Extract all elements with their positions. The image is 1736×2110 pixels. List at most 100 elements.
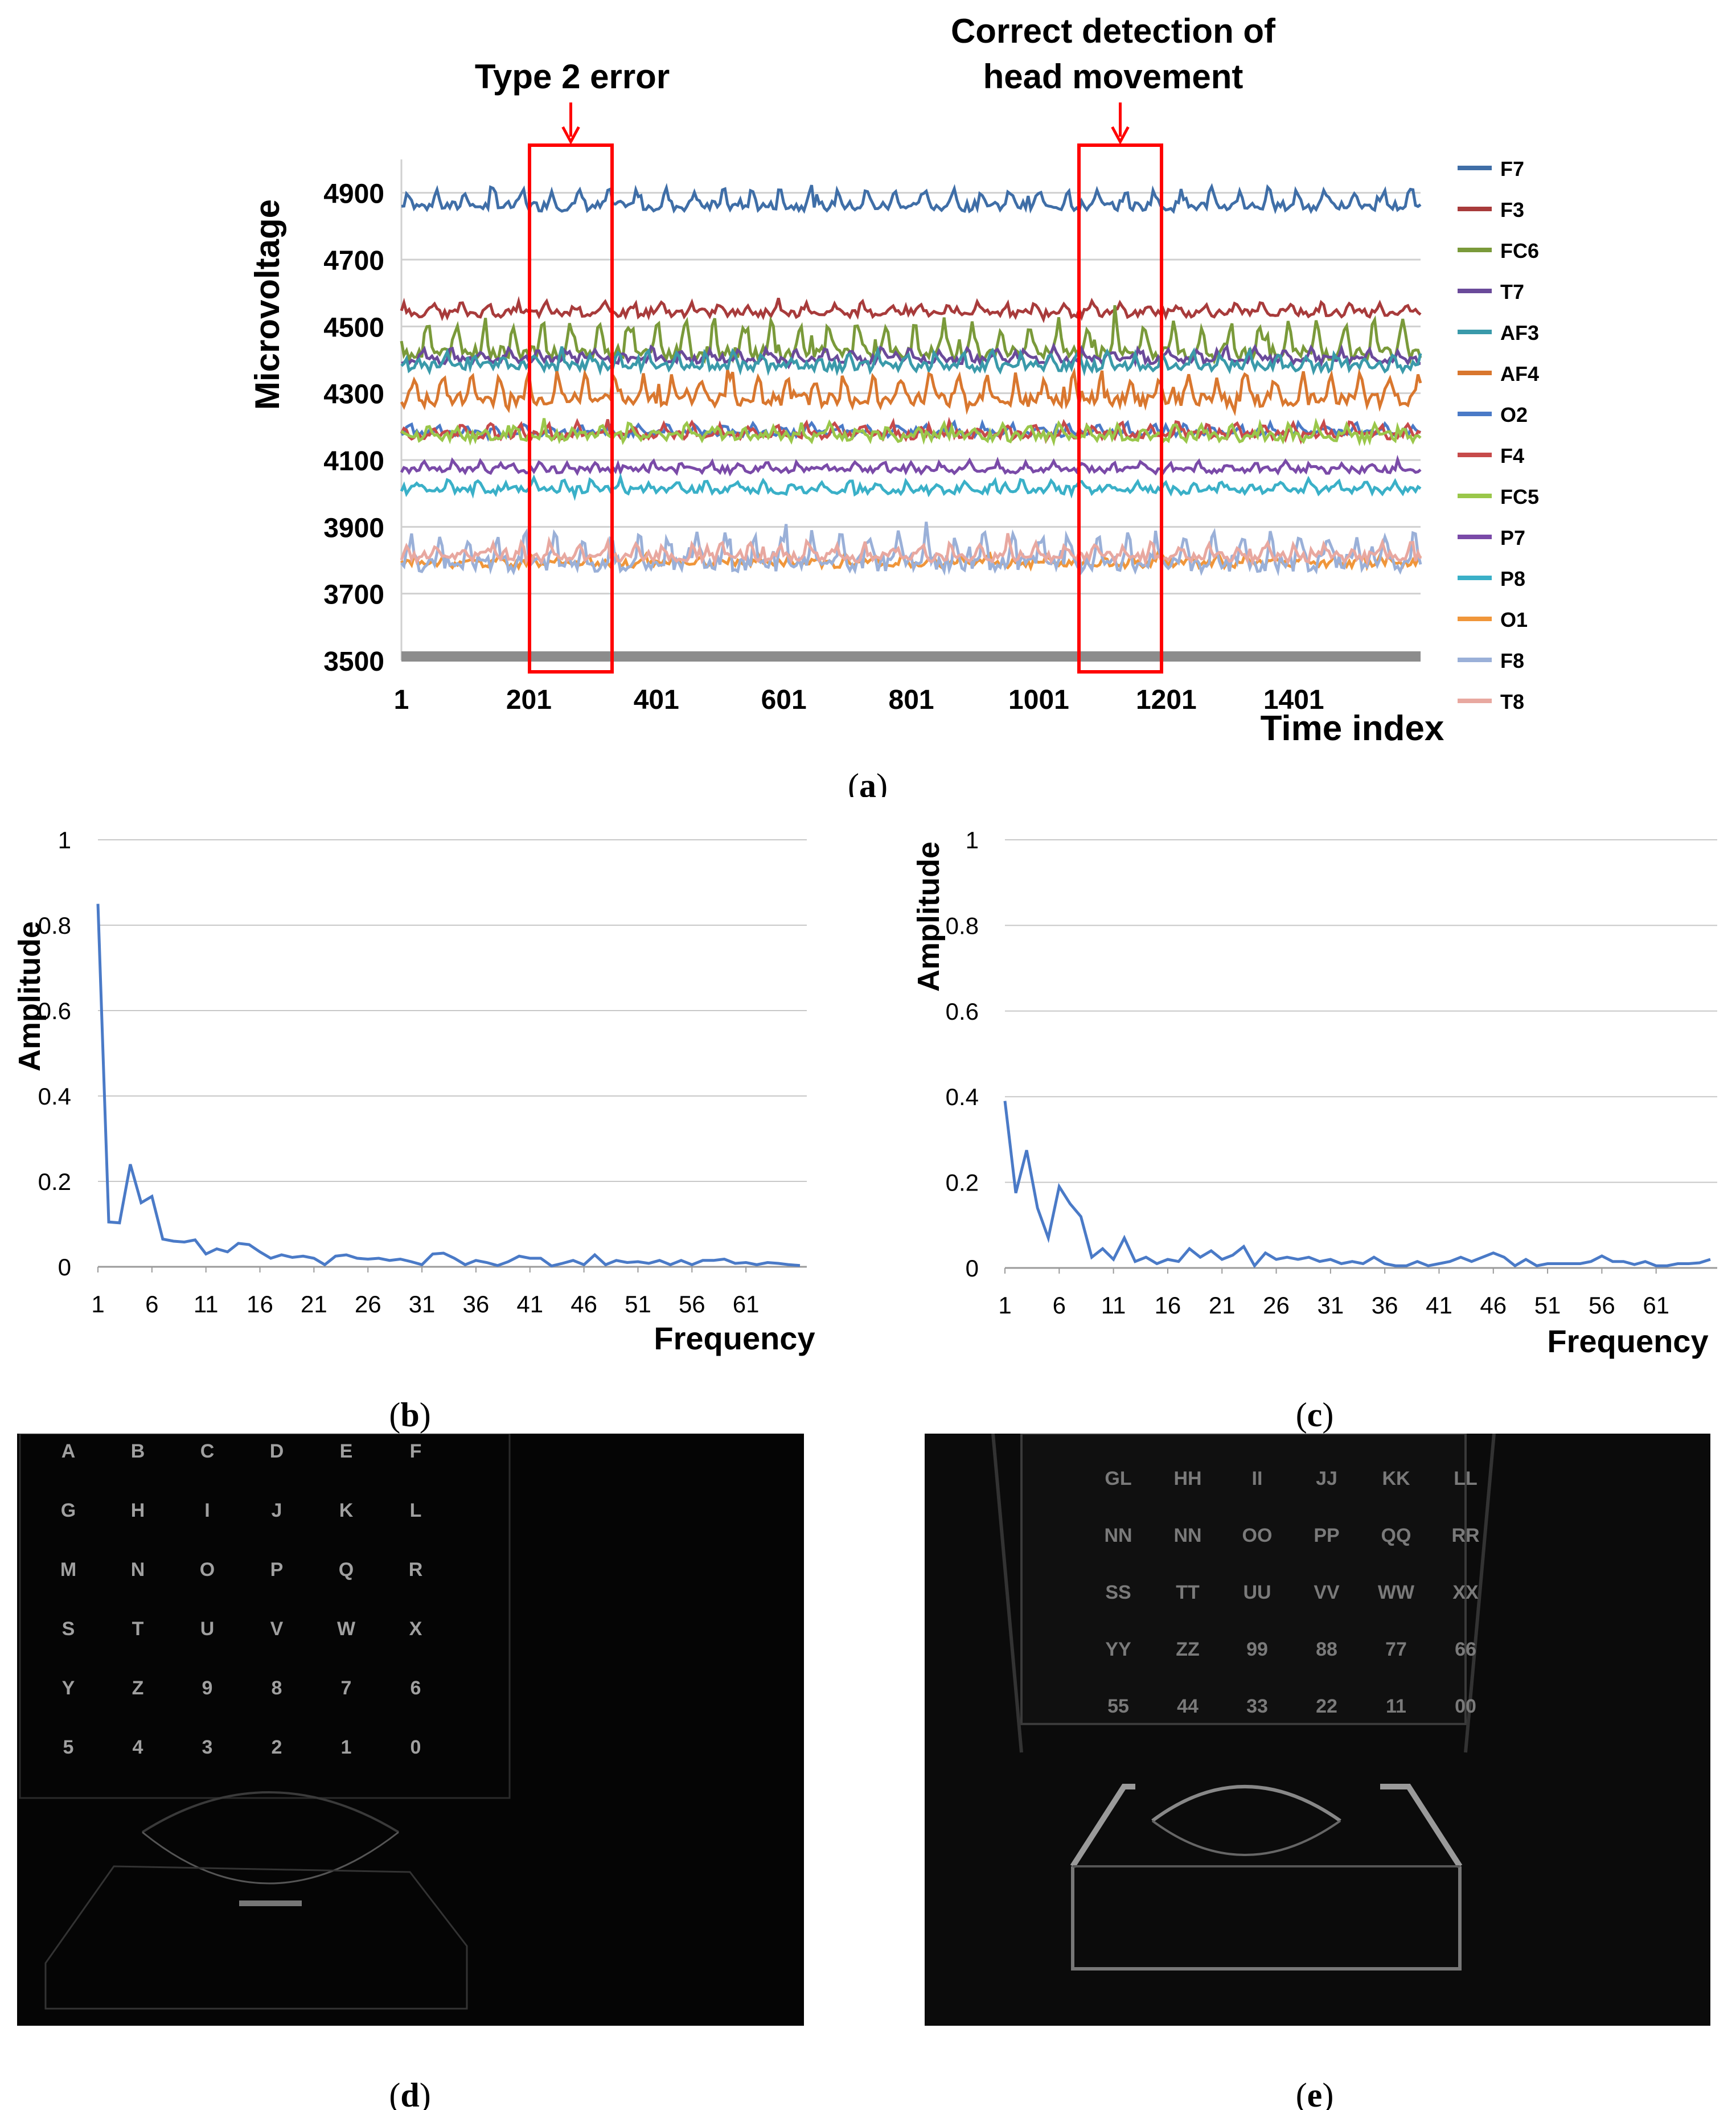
image-e-key: 66 bbox=[1455, 1639, 1476, 1660]
image-d-key: R bbox=[409, 1559, 423, 1581]
image-d-key: T bbox=[132, 1618, 144, 1640]
a-xtick-label: 1001 bbox=[1008, 685, 1069, 715]
b-xtick-label: 1 bbox=[91, 1291, 104, 1317]
c-xtick-label: 61 bbox=[1643, 1292, 1669, 1319]
image-d-key: V bbox=[270, 1618, 284, 1640]
image-d-key: P bbox=[270, 1559, 284, 1581]
legend-label-af4: AF4 bbox=[1500, 362, 1539, 385]
image-d-key: B bbox=[131, 1440, 145, 1462]
image-e-key: NN bbox=[1104, 1525, 1132, 1546]
panel-label-b: (b) bbox=[389, 1396, 430, 1434]
image-d-key: 7 bbox=[341, 1677, 352, 1699]
image-e-key: KK bbox=[1382, 1468, 1410, 1489]
image-e-key: 55 bbox=[1107, 1696, 1129, 1717]
c-xtick-label: 16 bbox=[1155, 1292, 1181, 1319]
image-e-key: GL bbox=[1105, 1468, 1131, 1489]
legend-label-p8: P8 bbox=[1500, 567, 1525, 590]
legend-label-fc6: FC6 bbox=[1500, 239, 1539, 262]
image-e-key: 33 bbox=[1246, 1696, 1268, 1717]
image-d-key: M bbox=[60, 1559, 76, 1581]
legend-label-f3: F3 bbox=[1500, 198, 1524, 221]
a-ytick-label: 4900 bbox=[323, 179, 384, 210]
annotation-box-1 bbox=[528, 143, 614, 674]
b-xtick-label: 41 bbox=[516, 1291, 543, 1317]
c-ytick-label: 0.4 bbox=[946, 1083, 979, 1110]
legend-label-t7: T7 bbox=[1500, 280, 1524, 303]
a-ytick-label: 4300 bbox=[323, 380, 384, 410]
panel-label-a: (a) bbox=[848, 767, 888, 797]
fft-chart-b: 00.20.40.60.81 1 6 11 16 21 26 31 36 41 46 51 56 61 … bbox=[13, 827, 815, 1434]
image-e-key: NN bbox=[1173, 1525, 1201, 1546]
a-ytick-label: 4700 bbox=[323, 246, 384, 276]
image-d-key: J bbox=[272, 1500, 282, 1521]
image-e-key: UU bbox=[1243, 1582, 1271, 1603]
edge-image-d: A B C D E F G H I J K L M N O P Q R S T U V W X Y Z 9 8 7 6 5 4 3 2 1 0 (d) bbox=[17, 1434, 804, 2110]
image-e-key: XX bbox=[1452, 1582, 1479, 1603]
image-e-key: YY bbox=[1105, 1639, 1131, 1660]
c-xtick-label: 11 bbox=[1101, 1292, 1126, 1319]
image-e-key: SS bbox=[1105, 1582, 1131, 1603]
image-e-key: 99 bbox=[1246, 1639, 1268, 1660]
image-d-key: Y bbox=[62, 1677, 75, 1699]
image-e-key: 11 bbox=[1386, 1696, 1406, 1717]
image-d-key: Z bbox=[132, 1677, 144, 1699]
legend-label-af3: AF3 bbox=[1500, 321, 1539, 344]
b-ytick-label: 0.6 bbox=[38, 997, 71, 1024]
image-d-key: C bbox=[200, 1440, 215, 1462]
image-e-key: OO bbox=[1242, 1525, 1273, 1546]
image-d-key: 2 bbox=[272, 1737, 282, 1758]
image-d-key: N bbox=[131, 1559, 145, 1581]
image-d-key: W bbox=[337, 1618, 356, 1640]
image-e-key: 00 bbox=[1455, 1696, 1476, 1717]
c-ylabel: Amplitude bbox=[912, 841, 946, 992]
a-xtick-label: 201 bbox=[506, 685, 552, 715]
c-xtick-label: 21 bbox=[1209, 1292, 1236, 1319]
image-d-key: 4 bbox=[133, 1737, 143, 1758]
c-xtick-label: 51 bbox=[1534, 1292, 1561, 1319]
image-d-key: H bbox=[131, 1500, 145, 1521]
a-xtick-label: 401 bbox=[634, 685, 679, 715]
b-spectrum-line bbox=[96, 904, 801, 1268]
c-xtick-label: 41 bbox=[1426, 1292, 1452, 1319]
image-e-key: ZZ bbox=[1176, 1639, 1200, 1660]
image-e-key: LL bbox=[1454, 1468, 1478, 1489]
b-ytick-label: 0.2 bbox=[38, 1168, 71, 1195]
panel-label-c: (c) bbox=[1296, 1396, 1334, 1434]
image-d-key: G bbox=[61, 1500, 76, 1521]
c-spectrum-line bbox=[1003, 1101, 1711, 1269]
b-xtick-label: 21 bbox=[301, 1291, 327, 1317]
a-ylabel: Microvoltage bbox=[248, 199, 286, 410]
b-ytick-label: 0.4 bbox=[38, 1083, 71, 1110]
c-xtick-label: 36 bbox=[1372, 1292, 1398, 1319]
image-e-key: II bbox=[1252, 1468, 1263, 1489]
a-xtick-label: 1201 bbox=[1136, 685, 1197, 715]
legend-label-f7: F7 bbox=[1500, 157, 1524, 180]
a-ytick-label: 3700 bbox=[323, 580, 384, 610]
c-xtick-label: 1 bbox=[998, 1292, 1011, 1319]
annotation-arrowhead-2 bbox=[1111, 126, 1130, 145]
legend-label-f4: F4 bbox=[1500, 444, 1524, 467]
a-series-p7 bbox=[400, 454, 1422, 477]
a-xtick-label: 1 bbox=[394, 685, 409, 715]
a-xlabel: Time index bbox=[1261, 709, 1444, 748]
image-d-key: Q bbox=[339, 1559, 354, 1581]
image-e-key: VV bbox=[1314, 1582, 1340, 1603]
a-ytick-label: 3500 bbox=[323, 647, 384, 677]
c-ytick-label: 0.6 bbox=[946, 998, 979, 1025]
image-d-key: 6 bbox=[411, 1677, 421, 1699]
image-d-key: 8 bbox=[272, 1677, 282, 1699]
legend-label-p7: P7 bbox=[1500, 526, 1525, 549]
a-ytick-label: 4100 bbox=[323, 446, 384, 477]
image-d-key: 1 bbox=[341, 1737, 352, 1758]
a-xtick-label: 601 bbox=[761, 685, 807, 715]
image-d-key: 9 bbox=[202, 1677, 213, 1699]
b-xtick-label: 26 bbox=[355, 1291, 381, 1317]
image-d-key: 3 bbox=[202, 1737, 213, 1758]
c-ytick-label: 1 bbox=[966, 827, 979, 853]
image-e-key: RR bbox=[1451, 1525, 1479, 1546]
image-e-key: TT bbox=[1176, 1582, 1200, 1603]
image-e-key: QQ bbox=[1381, 1525, 1411, 1546]
a-series-f3 bbox=[400, 295, 1422, 323]
image-d-key: I bbox=[204, 1500, 210, 1521]
a-xtick-label: 1401 bbox=[1263, 685, 1324, 715]
